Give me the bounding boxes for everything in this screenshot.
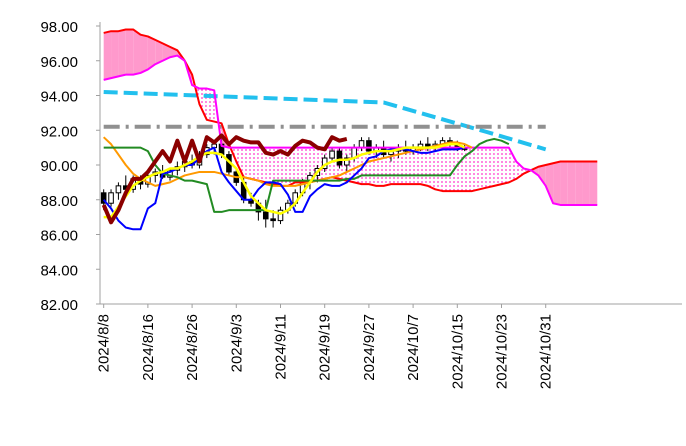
y-tick-label: 84.00 <box>40 262 78 279</box>
cloud-segment <box>457 147 465 192</box>
cloud-segment <box>155 39 163 65</box>
candle-body <box>336 150 343 166</box>
cloud-segment <box>295 147 303 183</box>
candle-body <box>270 218 276 222</box>
chikou-span-line <box>101 133 348 225</box>
cloud-segment <box>125 29 134 75</box>
cloud-segment <box>280 147 288 186</box>
cloud-segment <box>553 161 561 205</box>
axes: 82.00 84.00 86.00 88.00 90.00 92.00 94.00 96.00… <box>40 19 682 389</box>
x-tick-label: 2024/9/27 <box>361 314 378 381</box>
x-tick-label: 2024/9/3 <box>228 314 245 372</box>
candle-body <box>262 211 269 220</box>
y-tick-label: 92.00 <box>40 123 78 140</box>
candle-body <box>366 140 372 152</box>
cloud-segment <box>265 147 274 185</box>
cloud-segment <box>538 165 546 186</box>
x-tick-label: 2024/10/23 <box>494 314 511 389</box>
x-tick-label: 2024/8/8 <box>96 314 113 372</box>
senkou-span-b-line <box>103 54 598 206</box>
candle-body <box>167 169 173 178</box>
cloud-segment <box>427 147 436 190</box>
candle-body <box>358 140 365 149</box>
cloud-segment <box>169 46 178 58</box>
candle-body <box>344 157 350 166</box>
y-tick-label: 94.00 <box>40 89 78 106</box>
y-tick-label: 96.00 <box>40 54 78 71</box>
x-tick-label: 2024/10/15 <box>449 314 466 389</box>
cloud-segment <box>560 161 568 205</box>
cloud-segment <box>133 29 141 75</box>
y-tick-label: 98.00 <box>40 19 78 36</box>
candle-body <box>108 192 114 204</box>
candle-body <box>329 150 335 159</box>
x-tick-label: 2024/8/26 <box>184 314 201 381</box>
cloud-segment <box>287 147 296 186</box>
cloud-segment <box>103 31 112 80</box>
cloud-segment <box>501 147 509 185</box>
y-tick-label: 88.00 <box>40 193 78 210</box>
x-tick-label: 2024/8/16 <box>140 314 157 381</box>
trendlines <box>103 90 547 152</box>
cloud-segment <box>147 36 156 70</box>
y-tick-label: 82.00 <box>40 297 78 314</box>
cloud-segment <box>243 147 252 179</box>
cloud-segment <box>140 34 148 73</box>
cloud-segment <box>236 147 244 178</box>
cloud-segment <box>582 161 590 205</box>
y-tick-label: 86.00 <box>40 228 78 245</box>
x-tick-label: 2024/10/7 <box>405 314 422 381</box>
cloud-segment <box>567 161 576 205</box>
cloud-segment <box>162 43 170 61</box>
cloud-segment <box>589 161 598 205</box>
candle-body <box>100 192 107 204</box>
x-tick-label: 2024/9/19 <box>317 314 334 381</box>
cloud-segment <box>118 29 126 77</box>
candle-body <box>115 185 122 194</box>
cyan-trendline <box>103 90 547 152</box>
y-tick-label: 90.00 <box>40 158 78 175</box>
cloud-segment <box>442 147 450 192</box>
cloud-segment <box>435 147 443 192</box>
candle-body <box>145 174 151 185</box>
candle-body <box>277 209 284 222</box>
cloud-segment <box>464 147 473 192</box>
indicator-lines <box>101 28 598 231</box>
x-tick-label: 2024/10/31 <box>538 314 555 389</box>
tenkan-line <box>102 146 465 231</box>
kijun-line <box>103 137 510 213</box>
x-tick-label: 2024/9/11 <box>272 314 289 380</box>
cloud-segment <box>545 163 554 204</box>
short-moving-average-line <box>103 142 466 219</box>
cloud-segment <box>251 147 259 181</box>
cloud-segment <box>111 31 119 79</box>
cloud-segment <box>302 147 310 183</box>
cloud-segment <box>206 88 215 122</box>
cloud-segment <box>472 147 480 192</box>
cloud-segment <box>486 147 495 188</box>
cloud-segment <box>479 147 487 190</box>
cloud-segment <box>494 147 502 186</box>
cloud-segment <box>258 147 266 183</box>
cloud-segment <box>273 147 281 186</box>
cloud-segment <box>508 147 517 183</box>
long-moving-average-line <box>102 136 473 187</box>
cloud-segment <box>575 161 583 205</box>
